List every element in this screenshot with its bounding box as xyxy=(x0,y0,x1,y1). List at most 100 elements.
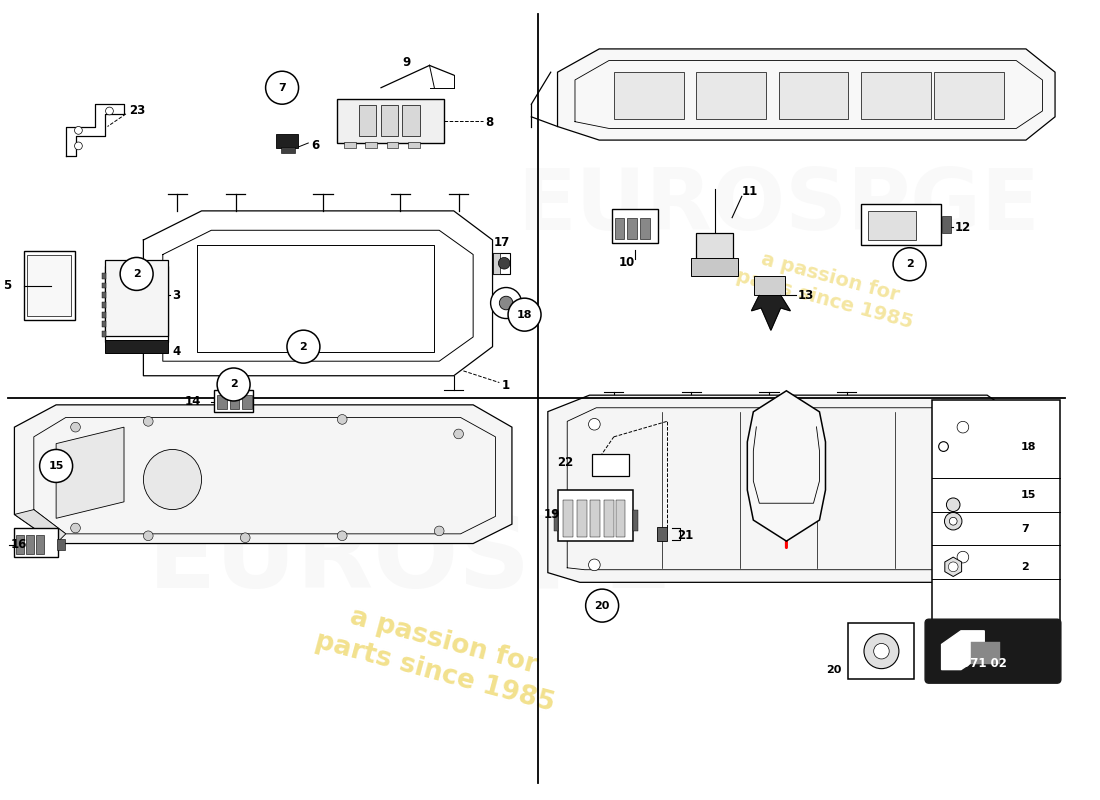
Text: 19: 19 xyxy=(543,508,560,521)
Bar xyxy=(779,72,848,118)
Ellipse shape xyxy=(143,450,201,510)
Text: 2: 2 xyxy=(905,259,913,270)
Bar xyxy=(214,390,253,412)
Bar xyxy=(276,134,298,148)
Text: 3: 3 xyxy=(173,289,180,302)
Bar xyxy=(614,72,683,118)
Bar xyxy=(101,302,106,308)
Polygon shape xyxy=(558,49,1055,140)
Text: 4: 4 xyxy=(173,345,180,358)
Text: 18: 18 xyxy=(1021,442,1036,451)
Bar xyxy=(359,105,376,136)
Bar xyxy=(104,340,167,354)
Bar xyxy=(848,623,914,679)
Text: 1: 1 xyxy=(502,379,509,392)
Circle shape xyxy=(945,513,961,530)
Circle shape xyxy=(508,298,541,331)
Circle shape xyxy=(938,442,948,451)
Polygon shape xyxy=(14,510,66,543)
Text: 7: 7 xyxy=(1021,524,1028,534)
Bar xyxy=(861,204,940,245)
Bar xyxy=(627,218,637,239)
Bar xyxy=(604,500,614,537)
Bar xyxy=(755,276,785,295)
Bar xyxy=(101,282,106,289)
Bar xyxy=(403,105,420,136)
Polygon shape xyxy=(14,405,512,543)
Text: 20: 20 xyxy=(594,601,609,610)
Text: 21: 21 xyxy=(676,530,693,542)
Bar xyxy=(24,250,75,321)
Circle shape xyxy=(948,562,958,572)
Bar xyxy=(576,500,586,537)
Circle shape xyxy=(217,368,250,401)
Bar xyxy=(696,72,766,118)
Circle shape xyxy=(265,71,298,104)
Bar xyxy=(338,99,444,143)
Bar xyxy=(970,642,1000,664)
Text: 11: 11 xyxy=(741,185,758,198)
Text: a passion for
parts since 1985: a passion for parts since 1985 xyxy=(312,597,566,717)
Bar xyxy=(692,258,738,276)
Circle shape xyxy=(287,330,320,363)
Circle shape xyxy=(588,418,601,430)
Circle shape xyxy=(957,422,969,433)
Circle shape xyxy=(946,498,960,511)
Bar xyxy=(28,255,70,316)
Circle shape xyxy=(70,523,80,533)
Circle shape xyxy=(120,258,153,290)
Text: 7: 7 xyxy=(278,82,286,93)
Text: EUROSPE: EUROSPE xyxy=(147,511,672,609)
Bar xyxy=(104,266,167,342)
Text: 23: 23 xyxy=(129,105,145,118)
Bar xyxy=(14,528,58,557)
Bar xyxy=(104,260,167,336)
Bar xyxy=(344,142,355,148)
Text: 8: 8 xyxy=(485,116,493,129)
Bar xyxy=(593,454,629,476)
Circle shape xyxy=(338,531,348,541)
Bar xyxy=(217,395,227,409)
Circle shape xyxy=(106,107,113,115)
Circle shape xyxy=(338,414,348,424)
Circle shape xyxy=(75,126,82,134)
Bar xyxy=(493,253,500,274)
Text: 22: 22 xyxy=(558,455,574,469)
Bar xyxy=(553,510,559,531)
Text: 15: 15 xyxy=(1021,490,1036,500)
Circle shape xyxy=(499,296,513,310)
Text: 6: 6 xyxy=(311,139,319,153)
Bar xyxy=(493,253,510,274)
Polygon shape xyxy=(751,295,790,330)
Bar xyxy=(282,147,295,153)
Text: 971 02: 971 02 xyxy=(961,657,1006,670)
Bar xyxy=(230,395,240,409)
Circle shape xyxy=(40,450,73,482)
Bar xyxy=(26,535,34,554)
Bar xyxy=(563,500,573,537)
Bar xyxy=(696,233,733,259)
Bar xyxy=(57,538,65,550)
Bar xyxy=(36,535,44,554)
Bar xyxy=(934,72,1003,118)
Circle shape xyxy=(454,429,463,438)
Bar xyxy=(942,216,952,233)
Bar xyxy=(615,218,625,239)
Bar xyxy=(658,527,667,541)
Bar xyxy=(101,322,106,327)
Text: 10: 10 xyxy=(618,256,635,269)
Text: 17: 17 xyxy=(494,236,509,250)
Polygon shape xyxy=(747,390,825,541)
Bar xyxy=(101,312,106,318)
Bar xyxy=(101,273,106,278)
Text: 18: 18 xyxy=(517,310,532,320)
Bar xyxy=(868,211,916,240)
Text: 12: 12 xyxy=(955,221,971,234)
Circle shape xyxy=(585,589,618,622)
Circle shape xyxy=(588,559,601,570)
Bar xyxy=(616,500,626,537)
Bar xyxy=(932,400,1060,638)
Circle shape xyxy=(491,287,521,318)
Bar xyxy=(387,142,398,148)
Text: 5: 5 xyxy=(3,279,11,292)
